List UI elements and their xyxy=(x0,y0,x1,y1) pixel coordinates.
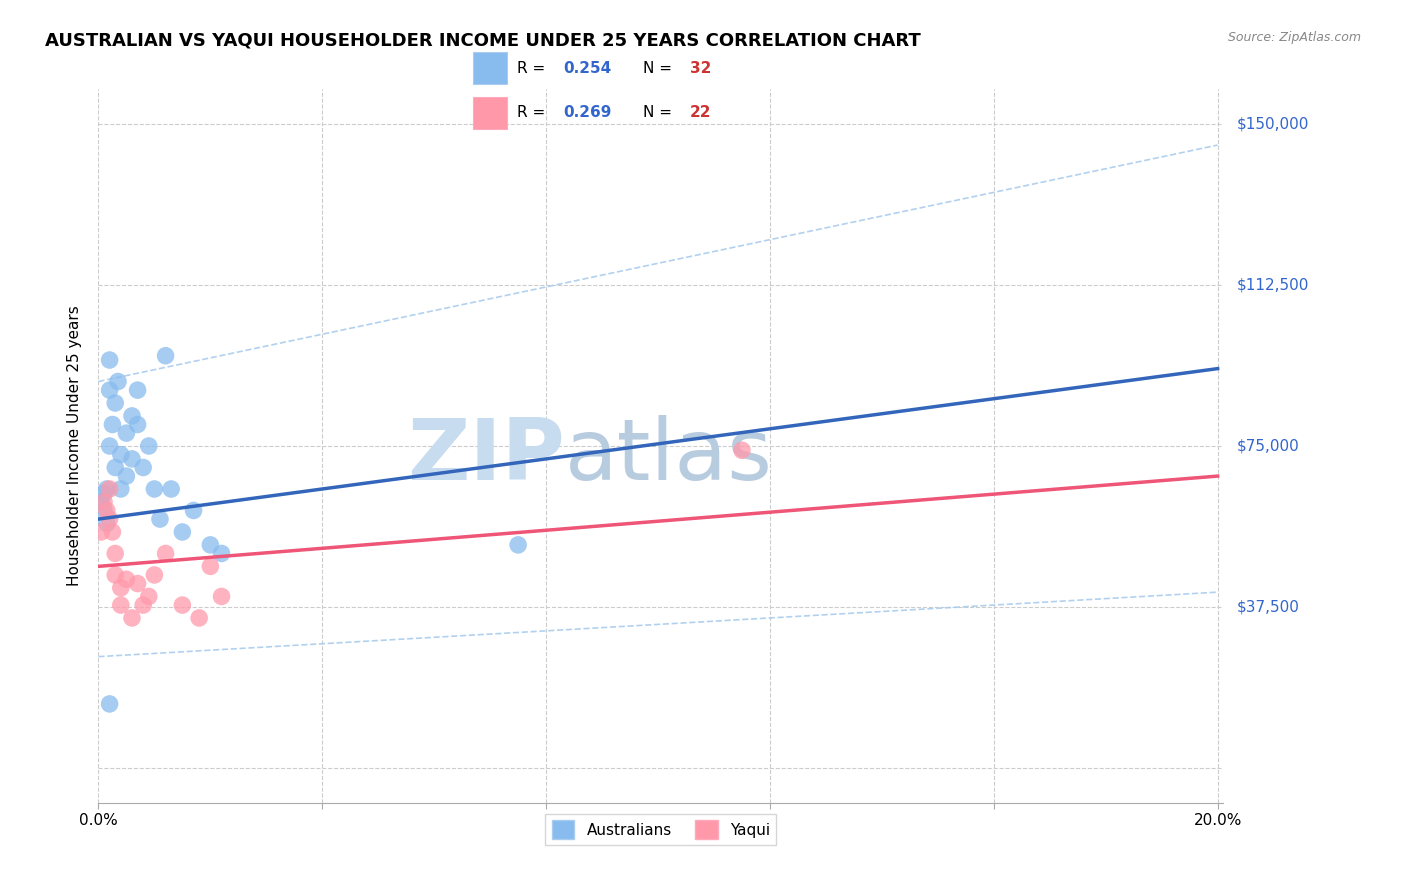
Point xyxy=(132,460,155,475)
Point xyxy=(93,503,115,517)
Point xyxy=(127,417,149,432)
Point xyxy=(155,349,177,363)
Point xyxy=(143,568,166,582)
Point xyxy=(121,451,143,466)
Point xyxy=(104,460,127,475)
Point xyxy=(200,538,222,552)
Point xyxy=(90,495,112,509)
Point xyxy=(132,598,155,612)
Text: $37,500: $37,500 xyxy=(1237,599,1301,615)
Bar xyxy=(474,52,508,84)
Point xyxy=(101,524,124,539)
Point xyxy=(211,590,233,604)
Point xyxy=(96,482,118,496)
Point xyxy=(93,486,115,500)
Point xyxy=(731,443,754,458)
Point xyxy=(149,512,172,526)
Text: AUSTRALIAN VS YAQUI HOUSEHOLDER INCOME UNDER 25 YEARS CORRELATION CHART: AUSTRALIAN VS YAQUI HOUSEHOLDER INCOME U… xyxy=(45,31,921,49)
Text: R =: R = xyxy=(516,105,550,120)
Point xyxy=(96,503,118,517)
Point xyxy=(127,576,149,591)
Text: N =: N = xyxy=(644,105,678,120)
Point xyxy=(98,512,121,526)
Text: R =: R = xyxy=(516,61,550,76)
Point xyxy=(115,426,138,441)
Point xyxy=(110,598,132,612)
Text: ZIP: ZIP xyxy=(408,415,565,499)
Point xyxy=(138,439,160,453)
Point xyxy=(211,546,233,560)
Point xyxy=(121,409,143,423)
Text: 0.269: 0.269 xyxy=(562,105,612,120)
Legend: Australians, Yaqui: Australians, Yaqui xyxy=(546,814,776,845)
Bar xyxy=(474,97,508,129)
Point xyxy=(172,598,194,612)
Text: $75,000: $75,000 xyxy=(1237,439,1301,453)
Point xyxy=(115,469,138,483)
Text: 32: 32 xyxy=(690,61,711,76)
Text: 0.254: 0.254 xyxy=(562,61,612,76)
Point xyxy=(127,383,149,397)
Point xyxy=(121,611,143,625)
Point xyxy=(138,590,160,604)
Point xyxy=(110,581,132,595)
Point xyxy=(104,396,127,410)
Point xyxy=(98,482,121,496)
Point xyxy=(104,568,127,582)
Point xyxy=(98,353,121,368)
Point xyxy=(183,503,205,517)
Point xyxy=(160,482,183,496)
Point xyxy=(110,448,132,462)
Y-axis label: Householder Income Under 25 years: Householder Income Under 25 years xyxy=(67,306,83,586)
Point xyxy=(155,546,177,560)
Point xyxy=(200,559,222,574)
Point xyxy=(101,417,124,432)
Text: atlas: atlas xyxy=(565,415,773,499)
Point xyxy=(96,516,118,531)
Text: $112,500: $112,500 xyxy=(1237,277,1309,293)
Point xyxy=(188,611,211,625)
Point xyxy=(98,383,121,397)
Point xyxy=(104,546,127,560)
Point xyxy=(98,697,121,711)
Text: 22: 22 xyxy=(690,105,711,120)
Point xyxy=(172,524,194,539)
Text: Source: ZipAtlas.com: Source: ZipAtlas.com xyxy=(1227,31,1361,45)
Point xyxy=(143,482,166,496)
Point xyxy=(98,439,121,453)
Text: $150,000: $150,000 xyxy=(1237,116,1309,131)
Point xyxy=(90,524,112,539)
Point xyxy=(107,375,129,389)
Point xyxy=(93,495,115,509)
Point xyxy=(115,572,138,586)
Point xyxy=(508,538,530,552)
Text: N =: N = xyxy=(644,61,678,76)
Point xyxy=(110,482,132,496)
